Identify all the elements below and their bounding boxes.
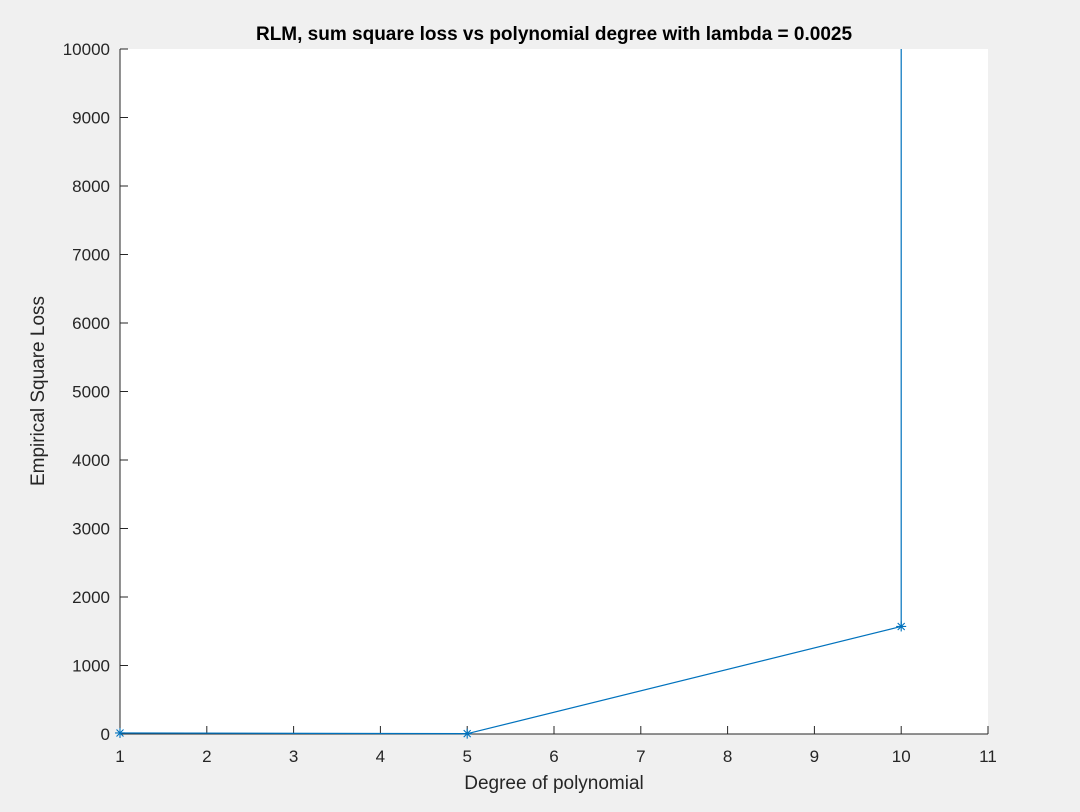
x-tick-label: 2 — [202, 747, 211, 766]
y-tick-label: 4000 — [72, 451, 110, 470]
y-tick-label: 10000 — [63, 40, 110, 59]
x-tick-label: 7 — [636, 747, 645, 766]
y-tick-label: 3000 — [72, 520, 110, 539]
data-point — [115, 727, 125, 738]
x-tick-label: 9 — [810, 747, 819, 766]
y-tick-label: 5000 — [72, 383, 110, 402]
x-tick-label: 11 — [979, 747, 997, 766]
y-tick-label: 7000 — [72, 246, 110, 265]
plot-area — [115, 49, 907, 739]
series-line — [120, 49, 902, 735]
y-tick-label: 8000 — [72, 177, 110, 196]
x-tick-label: 10 — [892, 747, 911, 766]
y-tick-label: 6000 — [72, 314, 110, 333]
asterisk-stroke — [116, 729, 124, 737]
x-tick-label: 6 — [549, 747, 558, 766]
y-axis-ticks: 0 1000 2000 3000 4000 5000 6000 7000 8000 9000 100… — [63, 40, 128, 744]
asterisk-stroke — [463, 729, 472, 738]
y-tick-label: 2000 — [72, 588, 110, 607]
y-tick-label: 1000 — [72, 657, 110, 676]
x-axis-ticks: 1 2 3 4 5 6 7 8 9 10 11 — [115, 726, 997, 766]
asterisk-stroke — [897, 622, 906, 631]
x-tick-label: 3 — [289, 747, 298, 766]
x-tick-label: 5 — [462, 747, 471, 766]
x-tick-label: 4 — [376, 747, 385, 766]
x-tick-label: 8 — [723, 747, 732, 766]
data-point — [896, 621, 907, 632]
x-axis-label: Degree of polynomial — [464, 773, 644, 794]
y-tick-label: 9000 — [72, 109, 110, 128]
y-axis-label: Empirical Square Loss — [28, 296, 49, 486]
x-tick-label: 1 — [115, 747, 124, 766]
chart-title: RLM, sum square loss vs polynomial degre… — [256, 24, 852, 45]
data-point — [462, 728, 473, 739]
axes-background — [120, 49, 988, 734]
y-tick-label: 0 — [101, 725, 110, 744]
